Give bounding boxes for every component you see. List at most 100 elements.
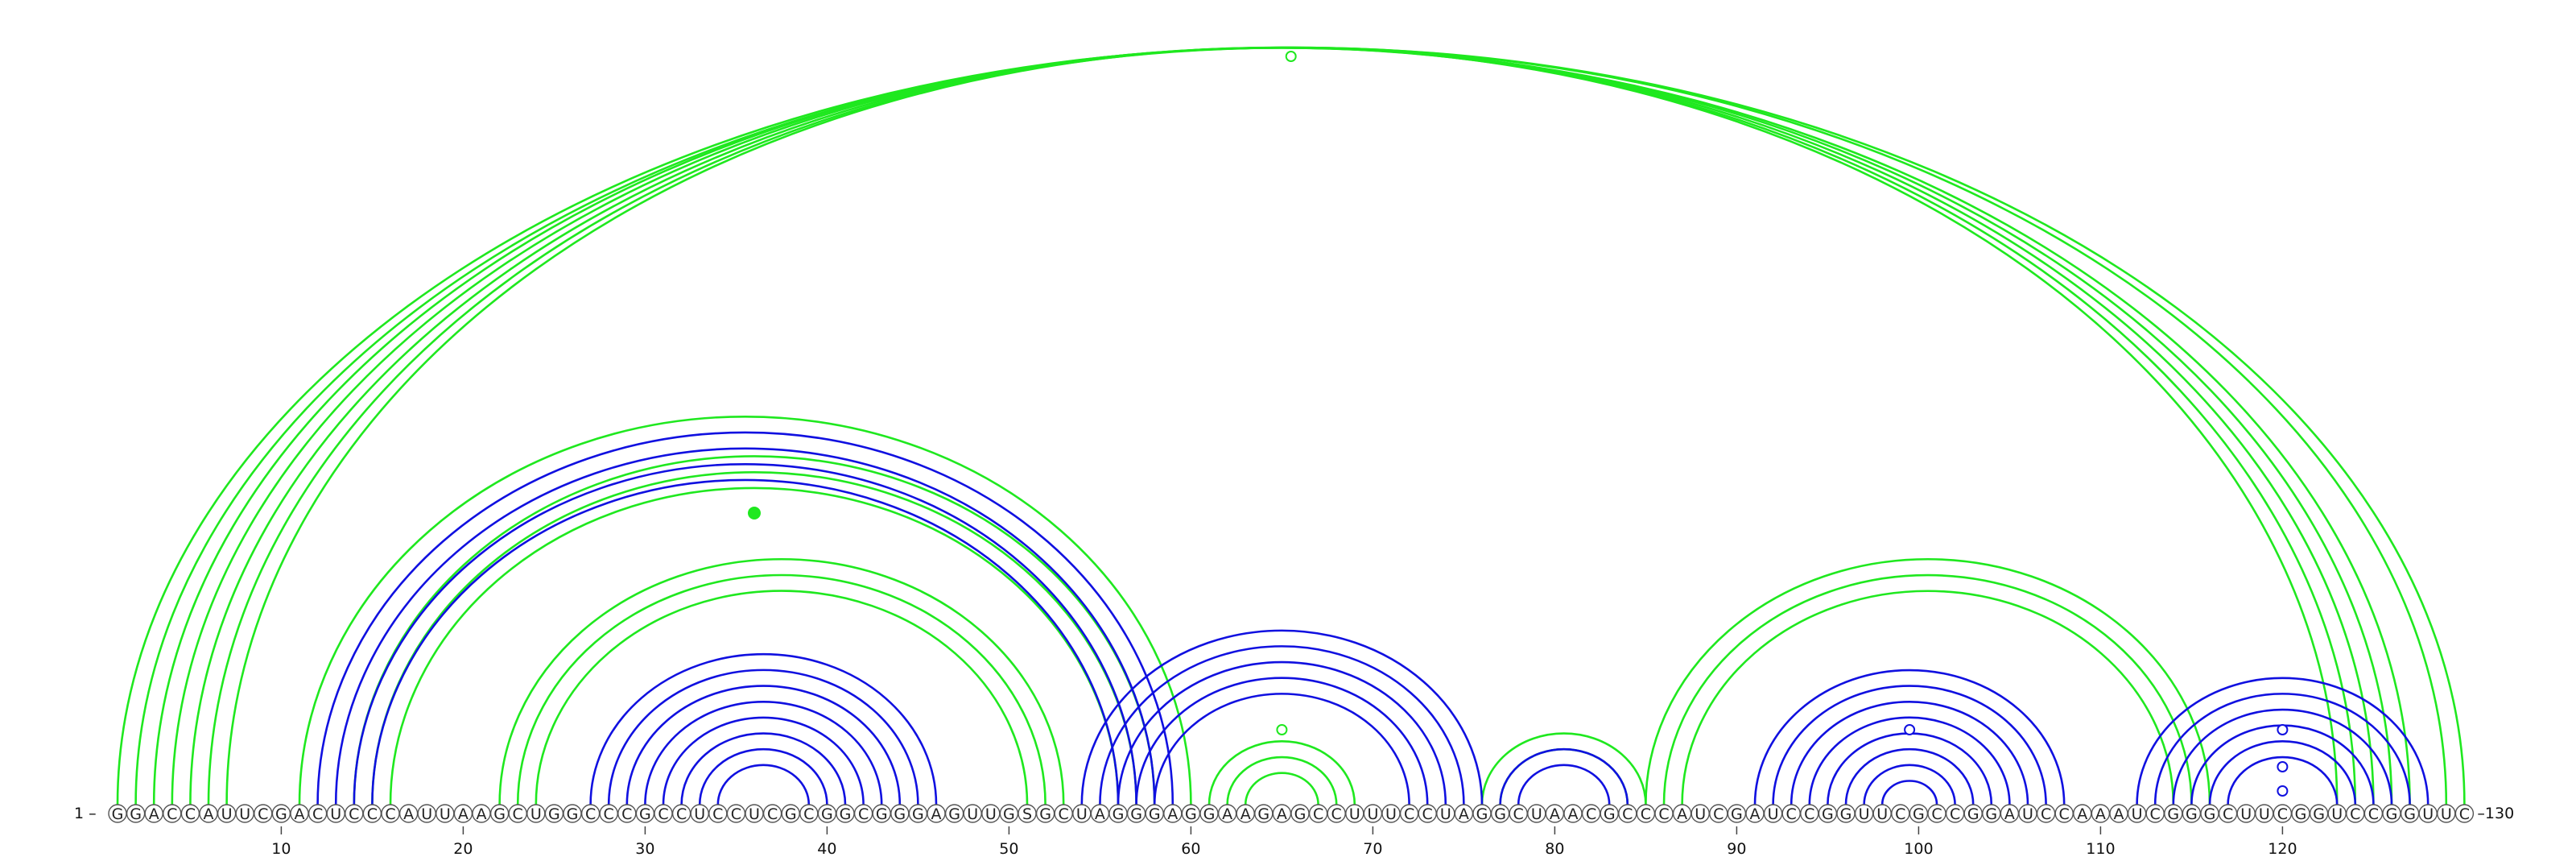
- base-letter: A: [1241, 805, 1251, 823]
- base: U: [2438, 805, 2455, 823]
- base: G: [2310, 805, 2328, 823]
- base: A: [2110, 805, 2128, 823]
- base-letter: U: [1768, 805, 1779, 823]
- base: G: [1291, 805, 1309, 823]
- base-letter: C: [803, 805, 814, 823]
- base: G: [1492, 805, 1509, 823]
- tick-label: 30: [635, 840, 654, 857]
- base-letter: C: [185, 805, 196, 823]
- base-letter: G: [1967, 805, 1979, 823]
- base-letter: C: [1895, 805, 1905, 823]
- base: U: [1765, 805, 1782, 823]
- base-letter: G: [894, 805, 906, 823]
- base-letter: A: [149, 805, 159, 823]
- base-pair-arcs: [118, 48, 2464, 805]
- loop-marker: [2277, 786, 2287, 796]
- base-letter: C: [1658, 805, 1669, 823]
- base-letter: A: [2077, 805, 2087, 823]
- base-letter: C: [258, 805, 268, 823]
- base-letter: G: [1257, 805, 1269, 823]
- base-letter: C: [2223, 805, 2233, 823]
- base-letter: C: [712, 805, 723, 823]
- base-letter: G: [2295, 805, 2307, 823]
- base-letter: G: [785, 805, 797, 823]
- base: C: [1801, 805, 1818, 823]
- base: A: [1455, 805, 1472, 823]
- base-letter: G: [548, 805, 560, 823]
- base: G: [1728, 805, 1745, 823]
- base-letter: G: [821, 805, 833, 823]
- base-letter: C: [621, 805, 632, 823]
- base-letter: G: [1985, 805, 1997, 823]
- blue-arc: [1154, 693, 1409, 805]
- green-arc: [1245, 773, 1318, 805]
- base: U: [2419, 805, 2437, 823]
- base: G: [1909, 805, 1927, 823]
- tick-label: 70: [1363, 840, 1382, 857]
- base-letter: G: [2386, 805, 2398, 823]
- base: C: [345, 805, 363, 823]
- base-letter: U: [749, 805, 760, 823]
- base: G: [2401, 805, 2419, 823]
- base-letter: G: [567, 805, 579, 823]
- base: A: [400, 805, 418, 823]
- base-letter: C: [2350, 805, 2360, 823]
- base-letter: U: [1695, 805, 1706, 823]
- base: A: [291, 805, 308, 823]
- base-letter: G: [1476, 805, 1488, 823]
- base-letter: S: [1022, 805, 1032, 823]
- base: G: [2292, 805, 2310, 823]
- base-letter: C: [167, 805, 177, 823]
- base-letter: U: [2022, 805, 2033, 823]
- base: C: [163, 805, 181, 823]
- base: A: [454, 805, 472, 823]
- base: C: [1418, 805, 1436, 823]
- base-letter: A: [1677, 805, 1687, 823]
- base: S: [1018, 805, 1036, 823]
- base: C: [1710, 805, 1728, 823]
- base-letter: G: [1185, 805, 1197, 823]
- base: U: [964, 805, 981, 823]
- base-letter: A: [2004, 805, 2015, 823]
- base-letter: U: [330, 805, 341, 823]
- base: G: [909, 805, 927, 823]
- base: G: [946, 805, 964, 823]
- base: G: [1000, 805, 1018, 823]
- base-letter: G: [912, 805, 924, 823]
- base: C: [1892, 805, 1909, 823]
- base: G: [891, 805, 909, 823]
- base-letter: G: [275, 805, 287, 823]
- base: A: [1091, 805, 1108, 823]
- base-letter: U: [694, 805, 705, 823]
- base: G: [782, 805, 799, 823]
- base-letter: U: [2422, 805, 2434, 823]
- base: U: [2019, 805, 2037, 823]
- tick-label: 120: [2268, 840, 2297, 857]
- base: A: [1746, 805, 1764, 823]
- base: C: [1583, 805, 1600, 823]
- base-letter: C: [312, 805, 323, 823]
- base: U: [1856, 805, 1873, 823]
- base-letter: C: [767, 805, 778, 823]
- base-letter: G: [1149, 805, 1161, 823]
- base: A: [1674, 805, 1691, 823]
- base-letter: A: [403, 805, 414, 823]
- green-arc: [190, 48, 2373, 805]
- base-letter: A: [1459, 805, 1469, 823]
- blue-arc: [682, 734, 845, 805]
- base: U: [2237, 805, 2255, 823]
- green-arc: [536, 591, 1027, 805]
- base-letter: C: [731, 805, 741, 823]
- base: C: [855, 805, 873, 823]
- base-letter: C: [676, 805, 687, 823]
- base-letter: U: [1876, 805, 1888, 823]
- base: U: [745, 805, 763, 823]
- base-letter: A: [295, 805, 305, 823]
- green-arc: [372, 472, 1136, 805]
- base: A: [1219, 805, 1236, 823]
- base: C: [1055, 805, 1072, 823]
- base: U: [236, 805, 254, 823]
- base-letter: G: [1840, 805, 1852, 823]
- base-letter: G: [1494, 805, 1506, 823]
